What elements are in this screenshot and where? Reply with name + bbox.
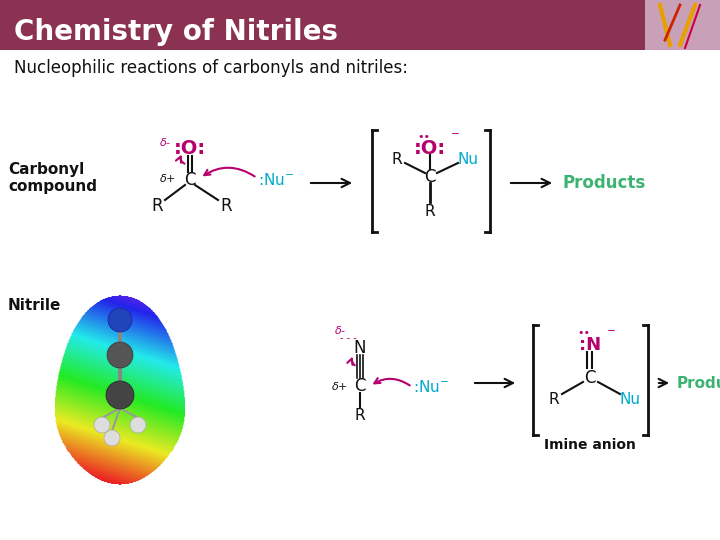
Text: - - -: - - - [340, 333, 356, 343]
Text: Imine anion: Imine anion [544, 438, 636, 452]
Text: R: R [220, 197, 232, 215]
Text: R: R [355, 408, 365, 422]
Text: Chemistry of Nitriles: Chemistry of Nitriles [14, 18, 338, 46]
Text: R: R [151, 197, 163, 215]
Bar [645, 0, 720, 50]
Text: $\delta$+: $\delta$+ [330, 380, 348, 392]
Text: $\delta$+: $\delta$+ [158, 172, 176, 184]
Text: ••: •• [418, 132, 431, 142]
Bar [0, 0, 720, 50]
Circle shape [107, 342, 133, 368]
Text: ••: •• [577, 328, 590, 338]
Text: Products: Products [562, 174, 645, 192]
Text: C: C [424, 168, 436, 186]
Circle shape [94, 417, 110, 433]
Text: R: R [549, 393, 559, 408]
Text: :N: :N [579, 336, 601, 354]
Text: Products: Products [677, 375, 720, 390]
Text: $^{-}$: $^{-}$ [606, 327, 616, 342]
Text: R: R [425, 205, 436, 219]
Text: R: R [392, 152, 402, 167]
Text: N: N [354, 339, 366, 357]
Circle shape [108, 308, 132, 332]
Text: :O:: :O: [174, 138, 206, 158]
Text: C: C [354, 377, 366, 395]
Text: Nu: Nu [619, 393, 641, 408]
Text: :Nu$^{-}$: :Nu$^{-}$ [413, 379, 449, 395]
Text: $^{-}$: $^{-}$ [450, 131, 460, 145]
Text: Nitrile: Nitrile [8, 298, 61, 313]
Text: C: C [584, 369, 595, 387]
Text: :O:: :O: [414, 138, 446, 158]
Circle shape [106, 381, 134, 409]
Text: :Nu$^{-}$: :Nu$^{-}$ [258, 172, 294, 188]
Text: C: C [184, 171, 196, 189]
Circle shape [104, 430, 120, 446]
Text: Nu: Nu [457, 152, 479, 167]
Text: Carbonyl
compound: Carbonyl compound [8, 162, 97, 194]
Text: $\delta$-: $\delta$- [334, 324, 346, 336]
Text: $\delta$-: $\delta$- [159, 136, 171, 148]
Text: Nucleophilic reactions of carbonyls and nitriles:: Nucleophilic reactions of carbonyls and … [14, 59, 408, 77]
Circle shape [130, 417, 146, 433]
